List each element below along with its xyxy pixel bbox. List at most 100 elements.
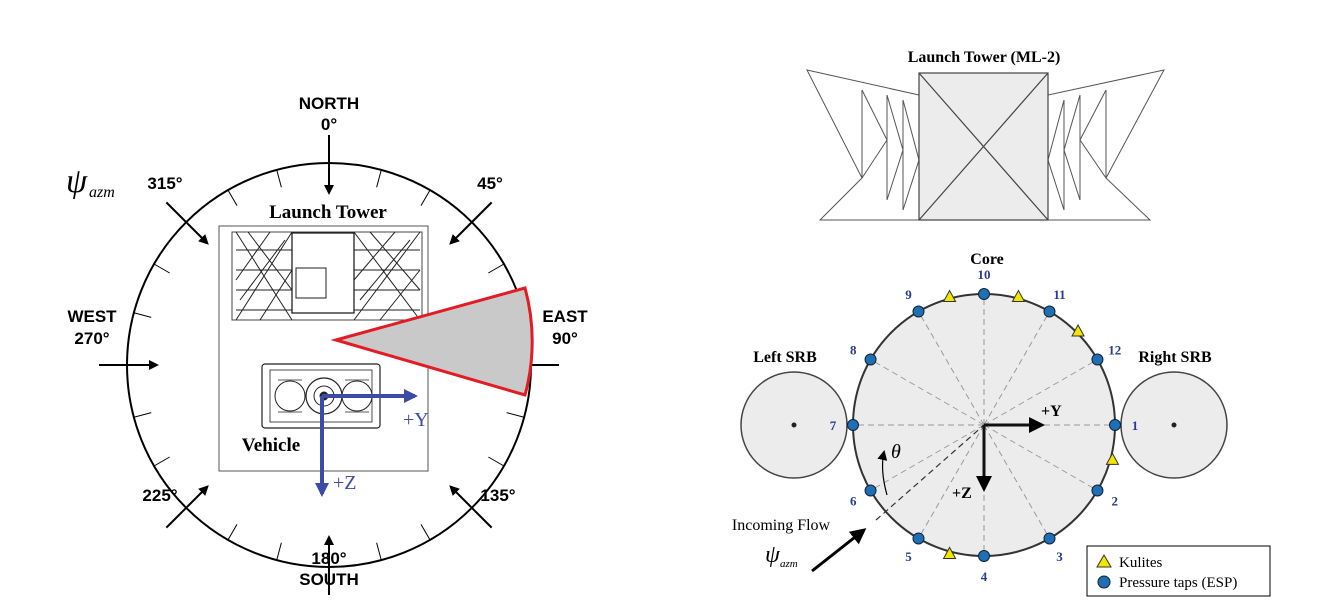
compass-tick bbox=[488, 263, 505, 274]
incoming-flow-label: Incoming Flow bbox=[732, 517, 831, 534]
compass-tick bbox=[153, 456, 170, 467]
port-spoke bbox=[918, 424, 985, 539]
pressure-tap bbox=[1043, 532, 1056, 545]
port-number: 2 bbox=[1112, 494, 1119, 509]
psi-azm-subscript: azm bbox=[89, 184, 115, 201]
compass-tick bbox=[276, 542, 282, 561]
port-number: 12 bbox=[1108, 343, 1121, 358]
port-number: 1 bbox=[1132, 418, 1139, 433]
plus-z-label: +Z bbox=[333, 472, 357, 494]
ml2-tower-drawing bbox=[806, 69, 1165, 221]
flow-psi-symbol: ψ bbox=[765, 542, 781, 568]
east-degree: 90° bbox=[552, 329, 578, 348]
right-srb-center bbox=[1171, 422, 1177, 428]
right-srb-label: Right SRB bbox=[1138, 349, 1212, 366]
wind-sector bbox=[330, 286, 534, 397]
core-plus-z-label: +Z bbox=[952, 485, 972, 502]
flow-line bbox=[875, 424, 985, 521]
south-label: SOUTH bbox=[299, 570, 359, 589]
compass-tick bbox=[133, 312, 152, 318]
port-spoke bbox=[983, 359, 1098, 426]
nw-degree: 315° bbox=[147, 174, 182, 193]
compass-tick bbox=[420, 189, 431, 206]
port-spoke bbox=[870, 359, 985, 426]
pressure-tap bbox=[912, 532, 925, 545]
plus-y-label: +Y bbox=[403, 409, 429, 431]
compass-tick bbox=[153, 263, 170, 274]
pressure-tap bbox=[1109, 419, 1121, 431]
port-spoke bbox=[918, 311, 985, 426]
kulite-marker bbox=[1071, 323, 1085, 337]
north-label: NORTH bbox=[299, 94, 359, 113]
port-spoke bbox=[870, 424, 985, 491]
kulite-marker bbox=[1011, 289, 1026, 303]
psi-azm-symbol: ψ bbox=[66, 163, 88, 200]
port-spoke bbox=[983, 424, 1050, 539]
compass-diagram: +Y +Z Launch Tower Vehicle NORTH 0° 180°… bbox=[66, 94, 588, 595]
compass-tick bbox=[227, 189, 238, 206]
west-label: WEST bbox=[67, 307, 117, 326]
port-number: 11 bbox=[1053, 287, 1065, 302]
vehicle-label: Vehicle bbox=[242, 435, 300, 456]
port-number: 7 bbox=[830, 418, 837, 433]
port-number: 6 bbox=[850, 494, 857, 509]
pressure-tap bbox=[978, 550, 990, 562]
east-label: EAST bbox=[542, 307, 588, 326]
port-spoke bbox=[983, 311, 1050, 426]
compass-tick bbox=[506, 412, 525, 418]
compass-tick bbox=[227, 524, 238, 541]
pressure-tap bbox=[847, 419, 859, 431]
core-label: Core bbox=[970, 251, 1003, 268]
legend: Kulites Pressure taps (ESP) bbox=[1086, 545, 1271, 597]
port-number: 8 bbox=[850, 343, 857, 358]
legend-pressure-taps: Pressure taps (ESP) bbox=[1119, 575, 1237, 591]
port-number: 3 bbox=[1056, 549, 1063, 564]
north-degree: 0° bbox=[321, 115, 337, 134]
compass-tick bbox=[420, 524, 431, 541]
port-number: 4 bbox=[981, 569, 988, 584]
left-srb-center bbox=[791, 422, 797, 428]
direction-arrow bbox=[449, 485, 493, 529]
kulite-legend-marker bbox=[1096, 554, 1112, 568]
pressure-tap bbox=[978, 288, 990, 300]
port-number: 5 bbox=[905, 549, 912, 564]
direction-arrow bbox=[449, 201, 493, 245]
theta-arc bbox=[877, 450, 888, 496]
port-spoke bbox=[983, 424, 1098, 491]
core-plus-y-label: +Y bbox=[1041, 403, 1062, 420]
compass-tick bbox=[376, 542, 382, 561]
pressure-tap bbox=[1091, 353, 1104, 366]
port-number: 10 bbox=[978, 267, 991, 282]
direction-arrow bbox=[165, 485, 209, 529]
se-degree: 135° bbox=[480, 486, 515, 505]
pressure-tap bbox=[912, 305, 925, 318]
west-degree: 270° bbox=[74, 329, 109, 348]
pressure-tap bbox=[864, 484, 877, 497]
launch-tower-drawing bbox=[231, 231, 423, 321]
compass-tick bbox=[488, 456, 505, 467]
kulite-marker bbox=[1105, 452, 1120, 465]
direction-arrow bbox=[165, 201, 209, 245]
kulite-marker bbox=[942, 546, 957, 559]
pressure-tap bbox=[1091, 484, 1104, 497]
theta-label: θ bbox=[891, 441, 901, 463]
ne-degree: 45° bbox=[477, 174, 503, 193]
sw-degree: 225° bbox=[142, 486, 177, 505]
south-degree: 180° bbox=[311, 549, 346, 568]
kulite-marker bbox=[942, 289, 957, 303]
port-number: 9 bbox=[905, 287, 912, 302]
legend-kulites: Kulites bbox=[1119, 555, 1162, 571]
compass-tick bbox=[276, 169, 282, 188]
pressure-tap bbox=[864, 353, 877, 366]
left-srb-label: Left SRB bbox=[753, 349, 817, 366]
tap-legend-marker bbox=[1097, 575, 1111, 589]
compass-tick bbox=[133, 412, 152, 418]
legend-box bbox=[1086, 545, 1271, 597]
incoming-flow-arrow bbox=[811, 528, 867, 573]
flow-psi-subscript: azm bbox=[780, 558, 798, 570]
launch-tower-label: Launch Tower bbox=[269, 202, 387, 223]
pressure-tap bbox=[1043, 305, 1056, 318]
